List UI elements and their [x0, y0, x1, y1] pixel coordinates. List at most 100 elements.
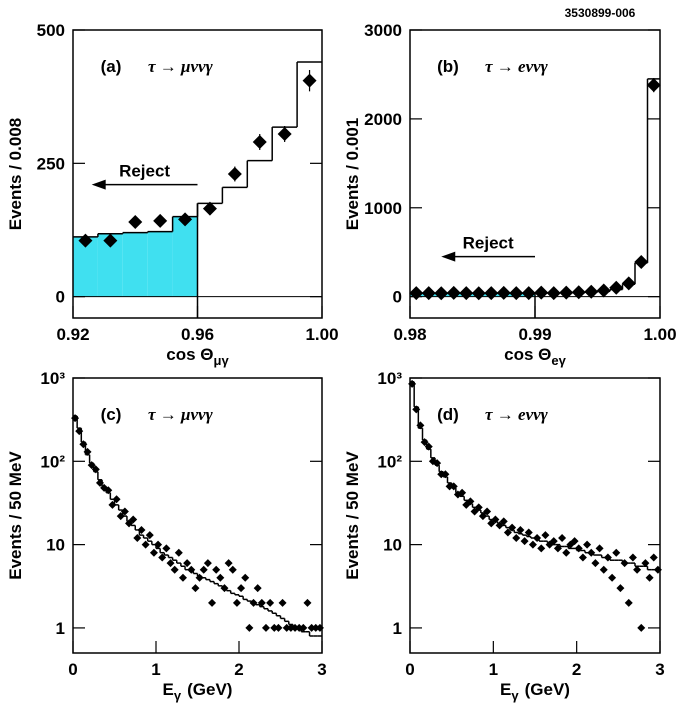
x-axis-label: cos Θμγ: [166, 345, 229, 368]
data-point: [241, 573, 250, 582]
x-axis-label: Eγ (GeV): [500, 680, 570, 703]
data-point: [149, 548, 158, 557]
x-tick-label: 3: [655, 660, 664, 679]
plot-frame: [409, 377, 661, 654]
x-axis-label-sub: μγ: [214, 353, 230, 368]
y-tick-label: 1000: [364, 199, 402, 218]
data-point: [104, 486, 113, 495]
data-point: [424, 442, 433, 451]
data-point: [516, 525, 525, 534]
data-point: [412, 405, 421, 414]
reject-region: [122, 232, 148, 297]
data-point: [278, 598, 287, 607]
data-point: [232, 598, 241, 607]
data-point: [641, 559, 650, 568]
panel-process: τ → μννγ: [148, 57, 214, 76]
data-point: [224, 559, 233, 568]
data-point: [559, 285, 574, 300]
data-point: [83, 447, 92, 456]
data-point: [203, 559, 212, 568]
annotation-text: Reject: [119, 162, 170, 181]
y-tick-label: 500: [37, 21, 65, 40]
data-point: [202, 201, 217, 216]
data-point: [587, 548, 596, 557]
x-axis-label-unit: (GeV): [525, 680, 570, 699]
x-axis-label-sub: eγ: [551, 353, 566, 368]
data-point: [71, 414, 80, 423]
data-point: [420, 438, 429, 447]
data-point: [533, 534, 542, 543]
x-tick-label: 3: [317, 660, 326, 679]
data-point: [75, 427, 84, 436]
data-point: [484, 286, 499, 301]
data-point: [449, 482, 458, 491]
data-point: [574, 544, 583, 553]
data-point: [170, 565, 179, 574]
x-tick-label: 1.00: [643, 325, 676, 344]
data-point: [616, 584, 625, 593]
y-tick-label: 250: [37, 154, 65, 173]
x-axis-label: Eγ (GeV): [163, 680, 233, 703]
x-tick-label: 0: [405, 660, 414, 679]
y-tick-label: 0: [393, 288, 402, 307]
data-point: [228, 565, 237, 574]
data-point: [133, 534, 142, 543]
data-point: [433, 459, 442, 468]
data-point: [445, 482, 454, 491]
x-tick-label: 2: [234, 660, 243, 679]
data-point: [446, 285, 461, 300]
data-point: [508, 523, 517, 532]
data-point: [191, 584, 200, 593]
y-tick-label: 2000: [364, 110, 402, 129]
y-tick-label: 10: [383, 536, 402, 555]
data-point: [570, 537, 579, 546]
x-tick-label: 1: [151, 660, 160, 679]
data-point: [558, 534, 567, 543]
figure-id: 3530899-006: [565, 6, 636, 20]
data-point: [307, 623, 316, 632]
y-tick-label: 3000: [364, 21, 402, 40]
data-point: [491, 515, 500, 524]
data-point: [471, 286, 486, 301]
data-point: [187, 565, 196, 574]
data-point: [553, 544, 562, 553]
data-point: [596, 283, 611, 298]
data-point: [612, 548, 621, 557]
plot-frame: [72, 377, 323, 654]
data-point: [208, 598, 217, 607]
data-point: [591, 559, 600, 568]
data-point: [252, 135, 267, 149]
data-point: [599, 565, 608, 574]
data-point: [549, 537, 558, 546]
x-axis-label: cos Θeγ: [504, 345, 566, 368]
data-point: [441, 470, 450, 479]
x-tick-label: 2: [572, 660, 581, 679]
data-point: [103, 233, 118, 248]
data-point: [603, 553, 612, 562]
x-axis-label-sub: γ: [511, 688, 519, 703]
data-point: [562, 548, 571, 557]
data-point: [546, 286, 561, 301]
data-point: [249, 598, 258, 607]
data-point: [95, 478, 104, 487]
data-point: [521, 286, 536, 301]
data-point: [528, 540, 537, 549]
y-axis-label: Events / 0.001: [343, 118, 362, 230]
data-point: [162, 544, 171, 553]
data-point: [311, 623, 320, 632]
data-point: [633, 565, 642, 574]
data-point: [116, 512, 125, 521]
y-tick-label: 10²: [40, 452, 65, 471]
data-point: [509, 286, 524, 301]
data-point: [212, 565, 221, 574]
data-point: [277, 127, 292, 141]
x-tick-label: 0.96: [181, 325, 214, 344]
y-tick-label: 10: [46, 536, 65, 555]
data-point: [584, 284, 599, 299]
y-axis-label: Events / 50 MeV: [6, 451, 25, 580]
data-point: [295, 623, 304, 632]
data-point: [409, 286, 424, 301]
x-tick-label: 0.92: [56, 325, 89, 344]
x-tick-label: 0.98: [393, 325, 426, 344]
